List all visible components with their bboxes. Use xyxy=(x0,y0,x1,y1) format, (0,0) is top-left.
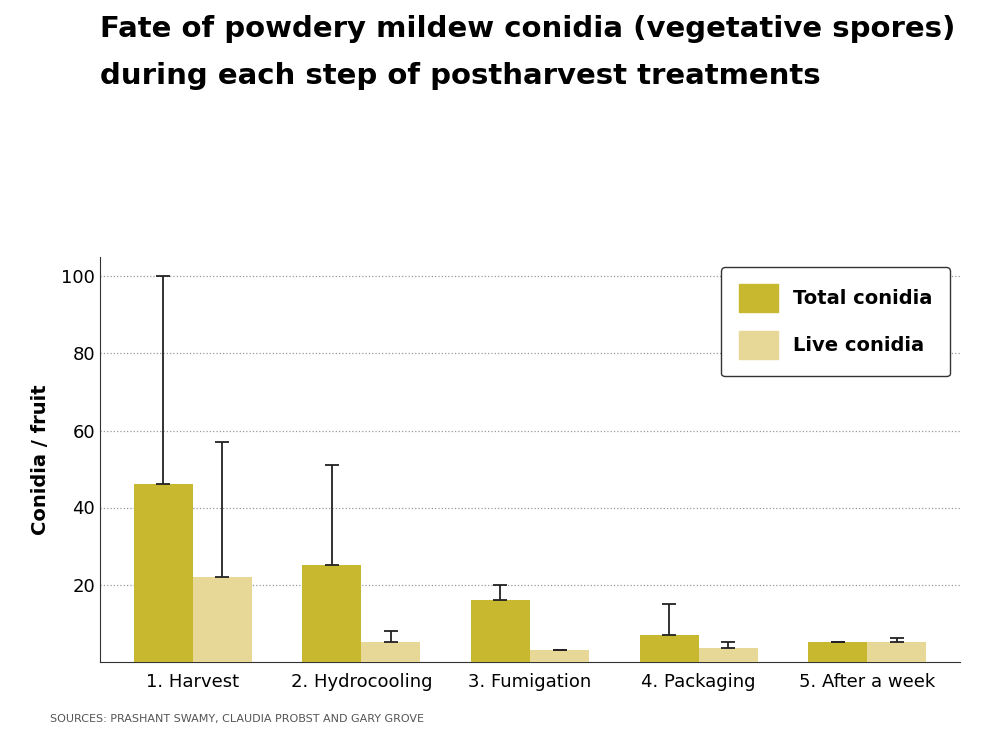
Legend: Total conidia, Live conidia: Total conidia, Live conidia xyxy=(721,267,950,376)
Text: SOURCES: PRASHANT SWAMY, CLAUDIA PROBST AND GARY GROVE: SOURCES: PRASHANT SWAMY, CLAUDIA PROBST … xyxy=(50,714,424,724)
Text: during each step of postharvest treatments: during each step of postharvest treatmen… xyxy=(100,62,821,90)
Bar xyxy=(640,634,699,662)
Bar xyxy=(134,484,193,662)
Bar xyxy=(193,577,252,662)
Bar xyxy=(699,648,758,662)
Bar xyxy=(808,642,867,662)
Bar xyxy=(530,650,589,662)
Y-axis label: Conidia / fruit: Conidia / fruit xyxy=(31,384,50,534)
Text: Fate of powdery mildew conidia (vegetative spores): Fate of powdery mildew conidia (vegetati… xyxy=(100,15,955,43)
Bar xyxy=(867,642,926,662)
Bar xyxy=(471,600,530,662)
Bar xyxy=(302,565,361,662)
Bar xyxy=(361,642,420,662)
